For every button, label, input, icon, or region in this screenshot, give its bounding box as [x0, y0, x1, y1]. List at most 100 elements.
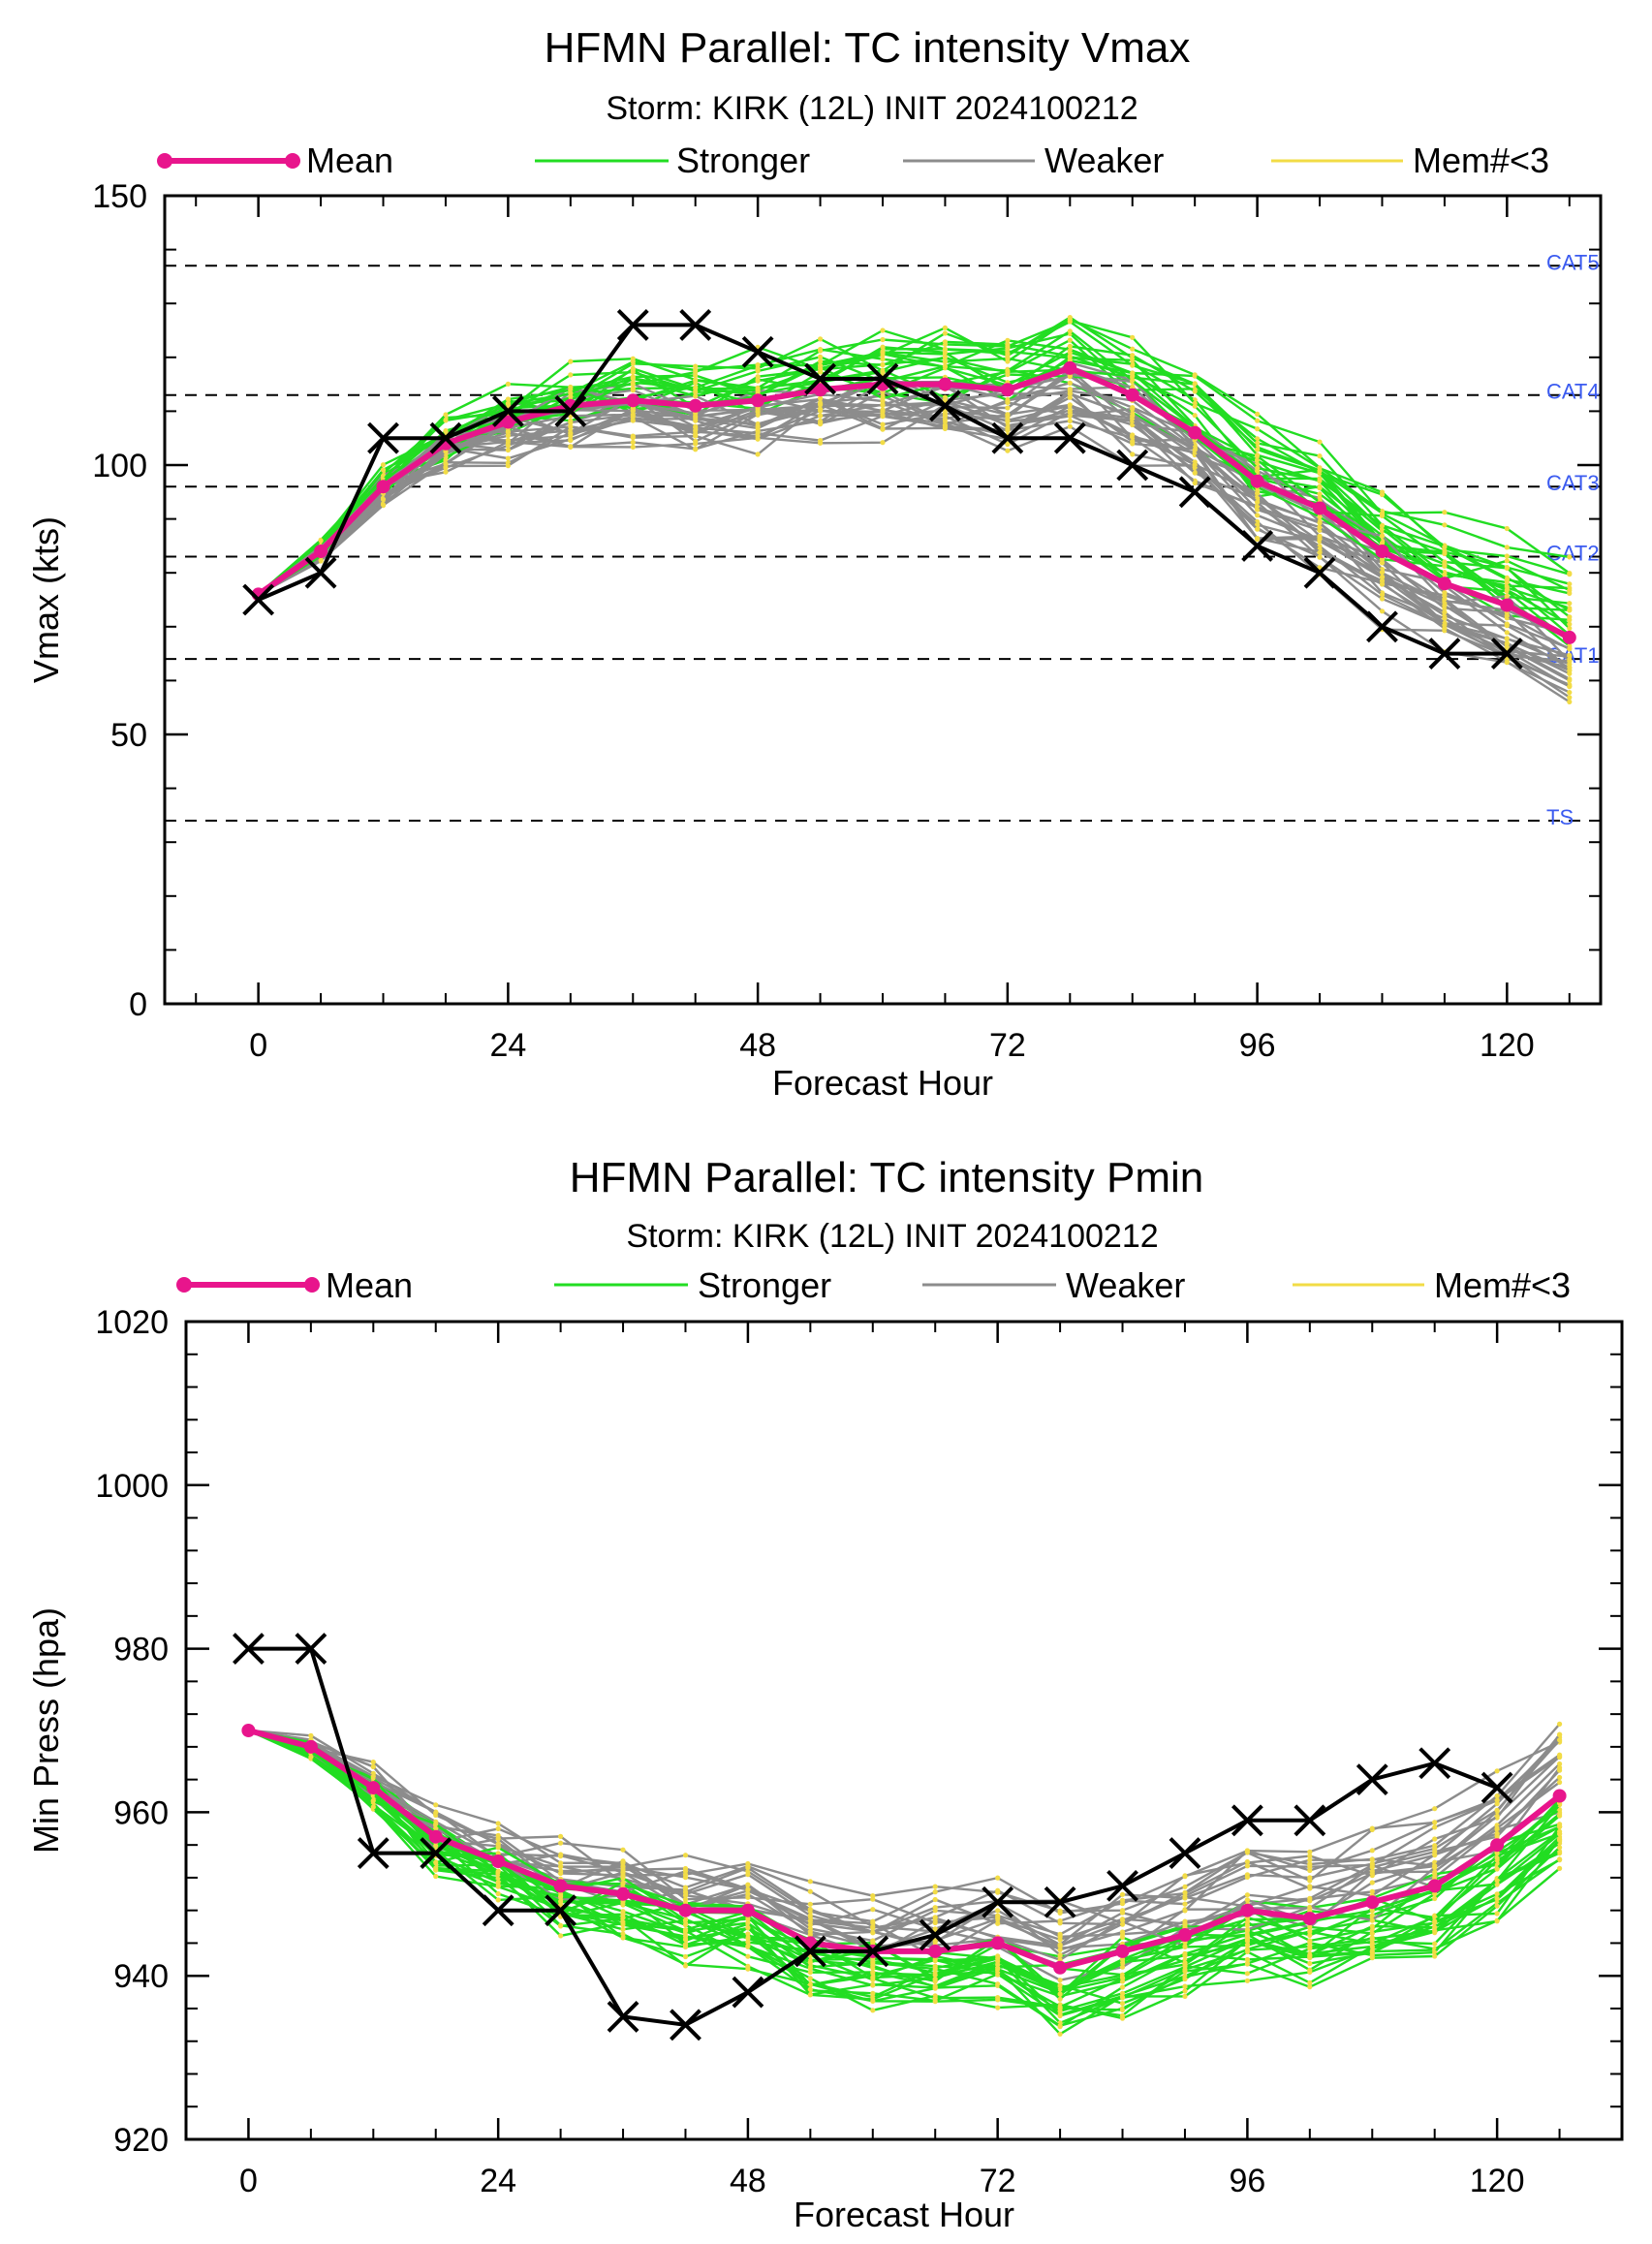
- y-tick-label: 100: [92, 448, 147, 484]
- member-point: [1192, 389, 1198, 394]
- member-point: [755, 428, 761, 434]
- mean-point: [1500, 598, 1514, 612]
- member-point: [1567, 554, 1573, 560]
- observed-marker: [794, 1935, 826, 1968]
- member-point: [495, 1851, 501, 1856]
- mean-point: [376, 480, 390, 494]
- member-point: [1432, 1871, 1438, 1877]
- member-point: [1432, 1852, 1438, 1857]
- member-point: [630, 369, 636, 375]
- member-point: [1005, 356, 1011, 361]
- member-point: [1255, 503, 1261, 510]
- member-point: [1369, 1944, 1375, 1949]
- member-point: [443, 418, 449, 423]
- observed-marker: [1116, 449, 1149, 482]
- member-point: [870, 1907, 876, 1913]
- member-point: [1119, 1934, 1126, 1941]
- member-point: [1494, 1826, 1500, 1832]
- vmax-legend: Mean Stronger Weaker Mem#<3: [157, 140, 1549, 180]
- member-point: [745, 1886, 751, 1892]
- member-point: [1432, 1914, 1438, 1919]
- member-point: [1432, 1820, 1438, 1825]
- member-point: [1369, 1848, 1375, 1854]
- mean-point: [1437, 577, 1451, 591]
- observed-marker: [242, 583, 275, 616]
- y-tick-label: 980: [113, 1632, 169, 1668]
- observed-marker: [420, 1837, 452, 1870]
- member-point: [693, 446, 699, 452]
- member-point: [870, 1918, 876, 1924]
- member-point: [942, 346, 949, 353]
- member-point: [1307, 1938, 1313, 1944]
- member-point: [495, 1825, 501, 1831]
- member-point: [620, 1860, 626, 1866]
- member-point: [433, 1802, 439, 1808]
- member-point: [1130, 373, 1136, 379]
- weaker-member-line: [258, 411, 1571, 699]
- stronger-member-line: [248, 1729, 1561, 2017]
- member-point: [1432, 1924, 1438, 1930]
- member-point: [1119, 1975, 1126, 1980]
- member-point: [1130, 334, 1136, 340]
- member-point: [1067, 380, 1073, 386]
- member-point: [942, 397, 949, 403]
- member-point: [620, 1864, 626, 1870]
- member-point: [1182, 1983, 1188, 1989]
- member-point: [1379, 577, 1386, 584]
- member-point: [1182, 1889, 1188, 1895]
- member-point: [807, 1959, 813, 1965]
- observed-marker: [1044, 1886, 1076, 1918]
- member-point: [1255, 436, 1261, 442]
- member-point: [620, 1875, 626, 1881]
- member-point: [818, 419, 824, 424]
- member-point: [558, 1893, 564, 1900]
- member-point: [380, 496, 387, 503]
- pmin-legend: Mean Stronger Weaker Mem#<3: [176, 1265, 1571, 1305]
- mean-line: [256, 364, 1572, 640]
- member-point: [870, 1998, 876, 2004]
- member-point: [818, 440, 824, 446]
- member-point: [818, 413, 824, 419]
- member-point: [1067, 354, 1073, 359]
- member-point: [433, 1821, 439, 1827]
- observed-marker: [991, 421, 1024, 454]
- y-tick-label: 0: [129, 986, 147, 1023]
- member-point: [1130, 406, 1136, 412]
- mean-point: [928, 1944, 943, 1958]
- member-point: [630, 418, 636, 423]
- member-point: [932, 1884, 938, 1889]
- mean-point: [1063, 360, 1077, 375]
- observed-marker: [429, 421, 462, 454]
- mean-point: [616, 1886, 630, 1901]
- x-tick-label: 0: [249, 1027, 267, 1064]
- member-point: [558, 1860, 564, 1866]
- member-point: [818, 348, 824, 354]
- member-point: [880, 412, 886, 419]
- observed-marker: [1241, 529, 1274, 562]
- member-point: [1119, 1917, 1126, 1923]
- member-point: [1317, 524, 1323, 530]
- member-point: [620, 1931, 626, 1937]
- member-point: [1504, 587, 1510, 593]
- member-point: [1567, 614, 1573, 620]
- member-point: [1442, 603, 1448, 608]
- member-point: [932, 1966, 938, 1972]
- member-point: [1005, 342, 1011, 348]
- member-point: [1057, 1931, 1063, 1937]
- member-point: [495, 1821, 501, 1826]
- member-point: [568, 390, 574, 396]
- member-point: [755, 385, 761, 390]
- vmax-legend-weaker: Weaker: [1044, 140, 1164, 180]
- mean-point: [1125, 388, 1139, 402]
- member-point: [1244, 1938, 1250, 1944]
- member-point: [1307, 1944, 1313, 1949]
- category-label: CAT5: [1546, 250, 1600, 274]
- member-point: [1567, 662, 1573, 668]
- pmin-chart-subtitle: Storm: KIRK (12L) INIT 2024100212: [626, 1218, 1158, 1255]
- member-point: [932, 1938, 938, 1944]
- member-point: [1504, 630, 1510, 636]
- member-point: [1067, 373, 1073, 379]
- weaker-member-line: [248, 1729, 1561, 1947]
- member-point: [568, 420, 574, 425]
- observed-marker: [1053, 421, 1086, 454]
